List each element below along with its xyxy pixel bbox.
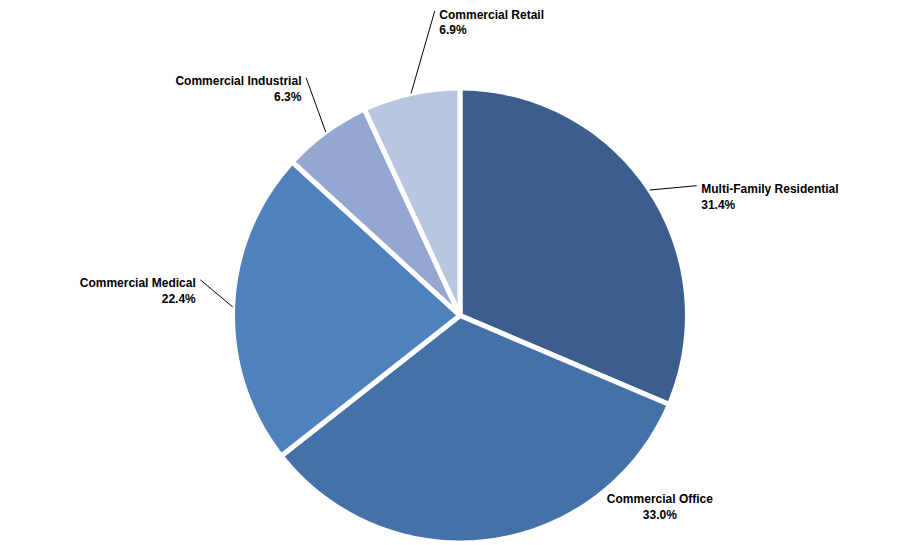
svg-text:Commercial Office33.0%: Commercial Office33.0% [607, 492, 713, 522]
svg-text:Commercial Retail6.9%: Commercial Retail6.9% [439, 8, 544, 38]
svg-text:Commercial Medical22.4%: Commercial Medical22.4% [80, 276, 196, 306]
svg-text:Commercial Industrial6.3%: Commercial Industrial6.3% [175, 74, 301, 104]
svg-text:Multi-Family Residential31.4%: Multi-Family Residential31.4% [701, 182, 838, 212]
